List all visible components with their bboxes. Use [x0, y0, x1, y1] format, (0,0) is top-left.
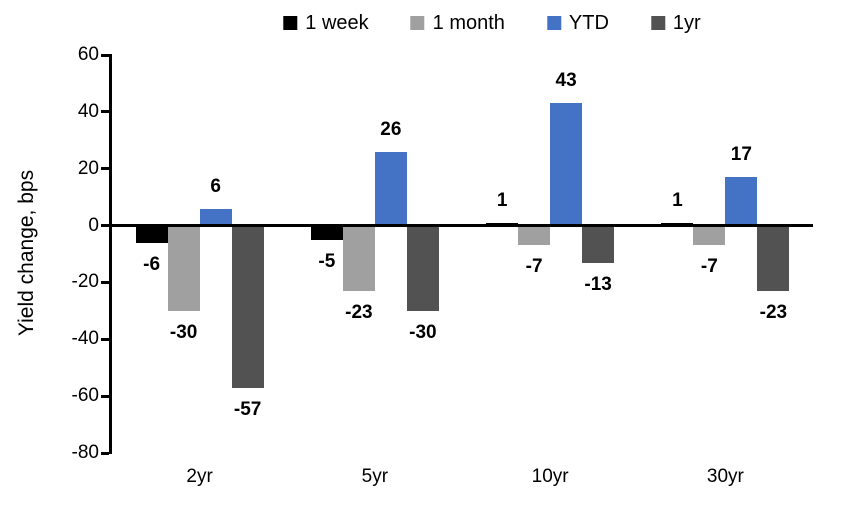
zero-axis-line — [109, 224, 813, 228]
y-tick-label: 20 — [77, 157, 99, 179]
bar-value-label: 1 — [672, 189, 683, 211]
legend-swatch-1yr — [650, 16, 665, 30]
bar-value-label: 26 — [380, 118, 402, 140]
bar-value-label: -30 — [409, 321, 437, 343]
legend-label: 1yr — [672, 12, 701, 34]
y-tick-label: -40 — [71, 328, 99, 350]
y-tick-label: -20 — [71, 271, 99, 293]
y-tick-label: 40 — [77, 100, 99, 122]
bar-value-label: -57 — [233, 398, 262, 420]
bar-value-label: 6 — [210, 175, 221, 197]
legend-label: YTD — [568, 12, 609, 34]
y-axis-tick — [101, 110, 109, 114]
y-axis-line — [109, 54, 112, 454]
bar-value-label: 1 — [496, 189, 508, 211]
bar-value-label: -13 — [584, 273, 612, 295]
bar-1-month-5yr — [342, 225, 375, 291]
bar-1yr-5yr — [406, 225, 439, 311]
legend-item-1yr: 1yr — [650, 11, 701, 35]
bar-1-month-2yr — [167, 225, 200, 311]
bar-1-month-30yr — [693, 225, 726, 246]
y-tick-label: -80 — [71, 442, 99, 463]
bar-value-label: -6 — [143, 253, 161, 275]
bar-1yr-10yr — [582, 225, 615, 263]
y-axis-tick — [101, 224, 109, 228]
legend: 1 week 1 month YTD 1yr — [283, 11, 701, 35]
y-axis-tick — [101, 451, 109, 455]
bar-1-month-10yr — [518, 225, 551, 246]
y-axis-tick — [101, 337, 109, 341]
y-tick-label: -60 — [71, 385, 99, 407]
y-tick-label: 60 — [77, 44, 99, 65]
y-axis-tick — [101, 53, 109, 57]
bar-value-label: 43 — [555, 70, 577, 92]
y-axis-tick — [101, 167, 109, 171]
x-category-label: 30yr — [706, 466, 744, 487]
bar-1-week-2yr — [135, 225, 168, 243]
bar-value-label: -23 — [345, 301, 373, 323]
bar-value-label: -5 — [318, 250, 336, 272]
legend-item-ytd: YTD — [546, 11, 609, 35]
legend-item-1-week: 1 week — [283, 11, 369, 35]
bar-value-label: 17 — [730, 144, 752, 166]
legend-swatch-1-week — [283, 16, 298, 30]
y-axis-tick — [101, 280, 109, 284]
legend-item-1-month: 1 month — [410, 11, 505, 35]
x-category-label: 2yr — [186, 466, 213, 487]
bar-1-week-5yr — [310, 225, 343, 240]
bar-1yr-2yr — [231, 225, 264, 388]
bar-ytd-10yr — [550, 103, 583, 226]
legend-swatch-1-month — [410, 16, 425, 30]
x-category-label: 5yr — [361, 466, 389, 487]
legend-swatch-ytd — [546, 16, 561, 30]
bar-ytd-5yr — [374, 151, 407, 226]
legend-label: 1 week — [305, 12, 369, 34]
y-tick-label: 0 — [88, 214, 99, 236]
bar-value-label: -7 — [700, 256, 718, 278]
x-category-label: 10yr — [531, 466, 569, 487]
legend-label: 1 month — [432, 12, 505, 34]
bar-value-label: -30 — [169, 321, 198, 343]
bar-ytd-2yr — [199, 208, 232, 226]
bar-1yr-30yr — [757, 225, 790, 291]
bar-ytd-30yr — [725, 177, 758, 226]
y-axis-tick — [101, 394, 109, 398]
y-axis-title: Yield change, bps — [15, 169, 38, 337]
bar-value-label: -7 — [525, 256, 543, 278]
bar-value-label: -23 — [759, 301, 788, 323]
